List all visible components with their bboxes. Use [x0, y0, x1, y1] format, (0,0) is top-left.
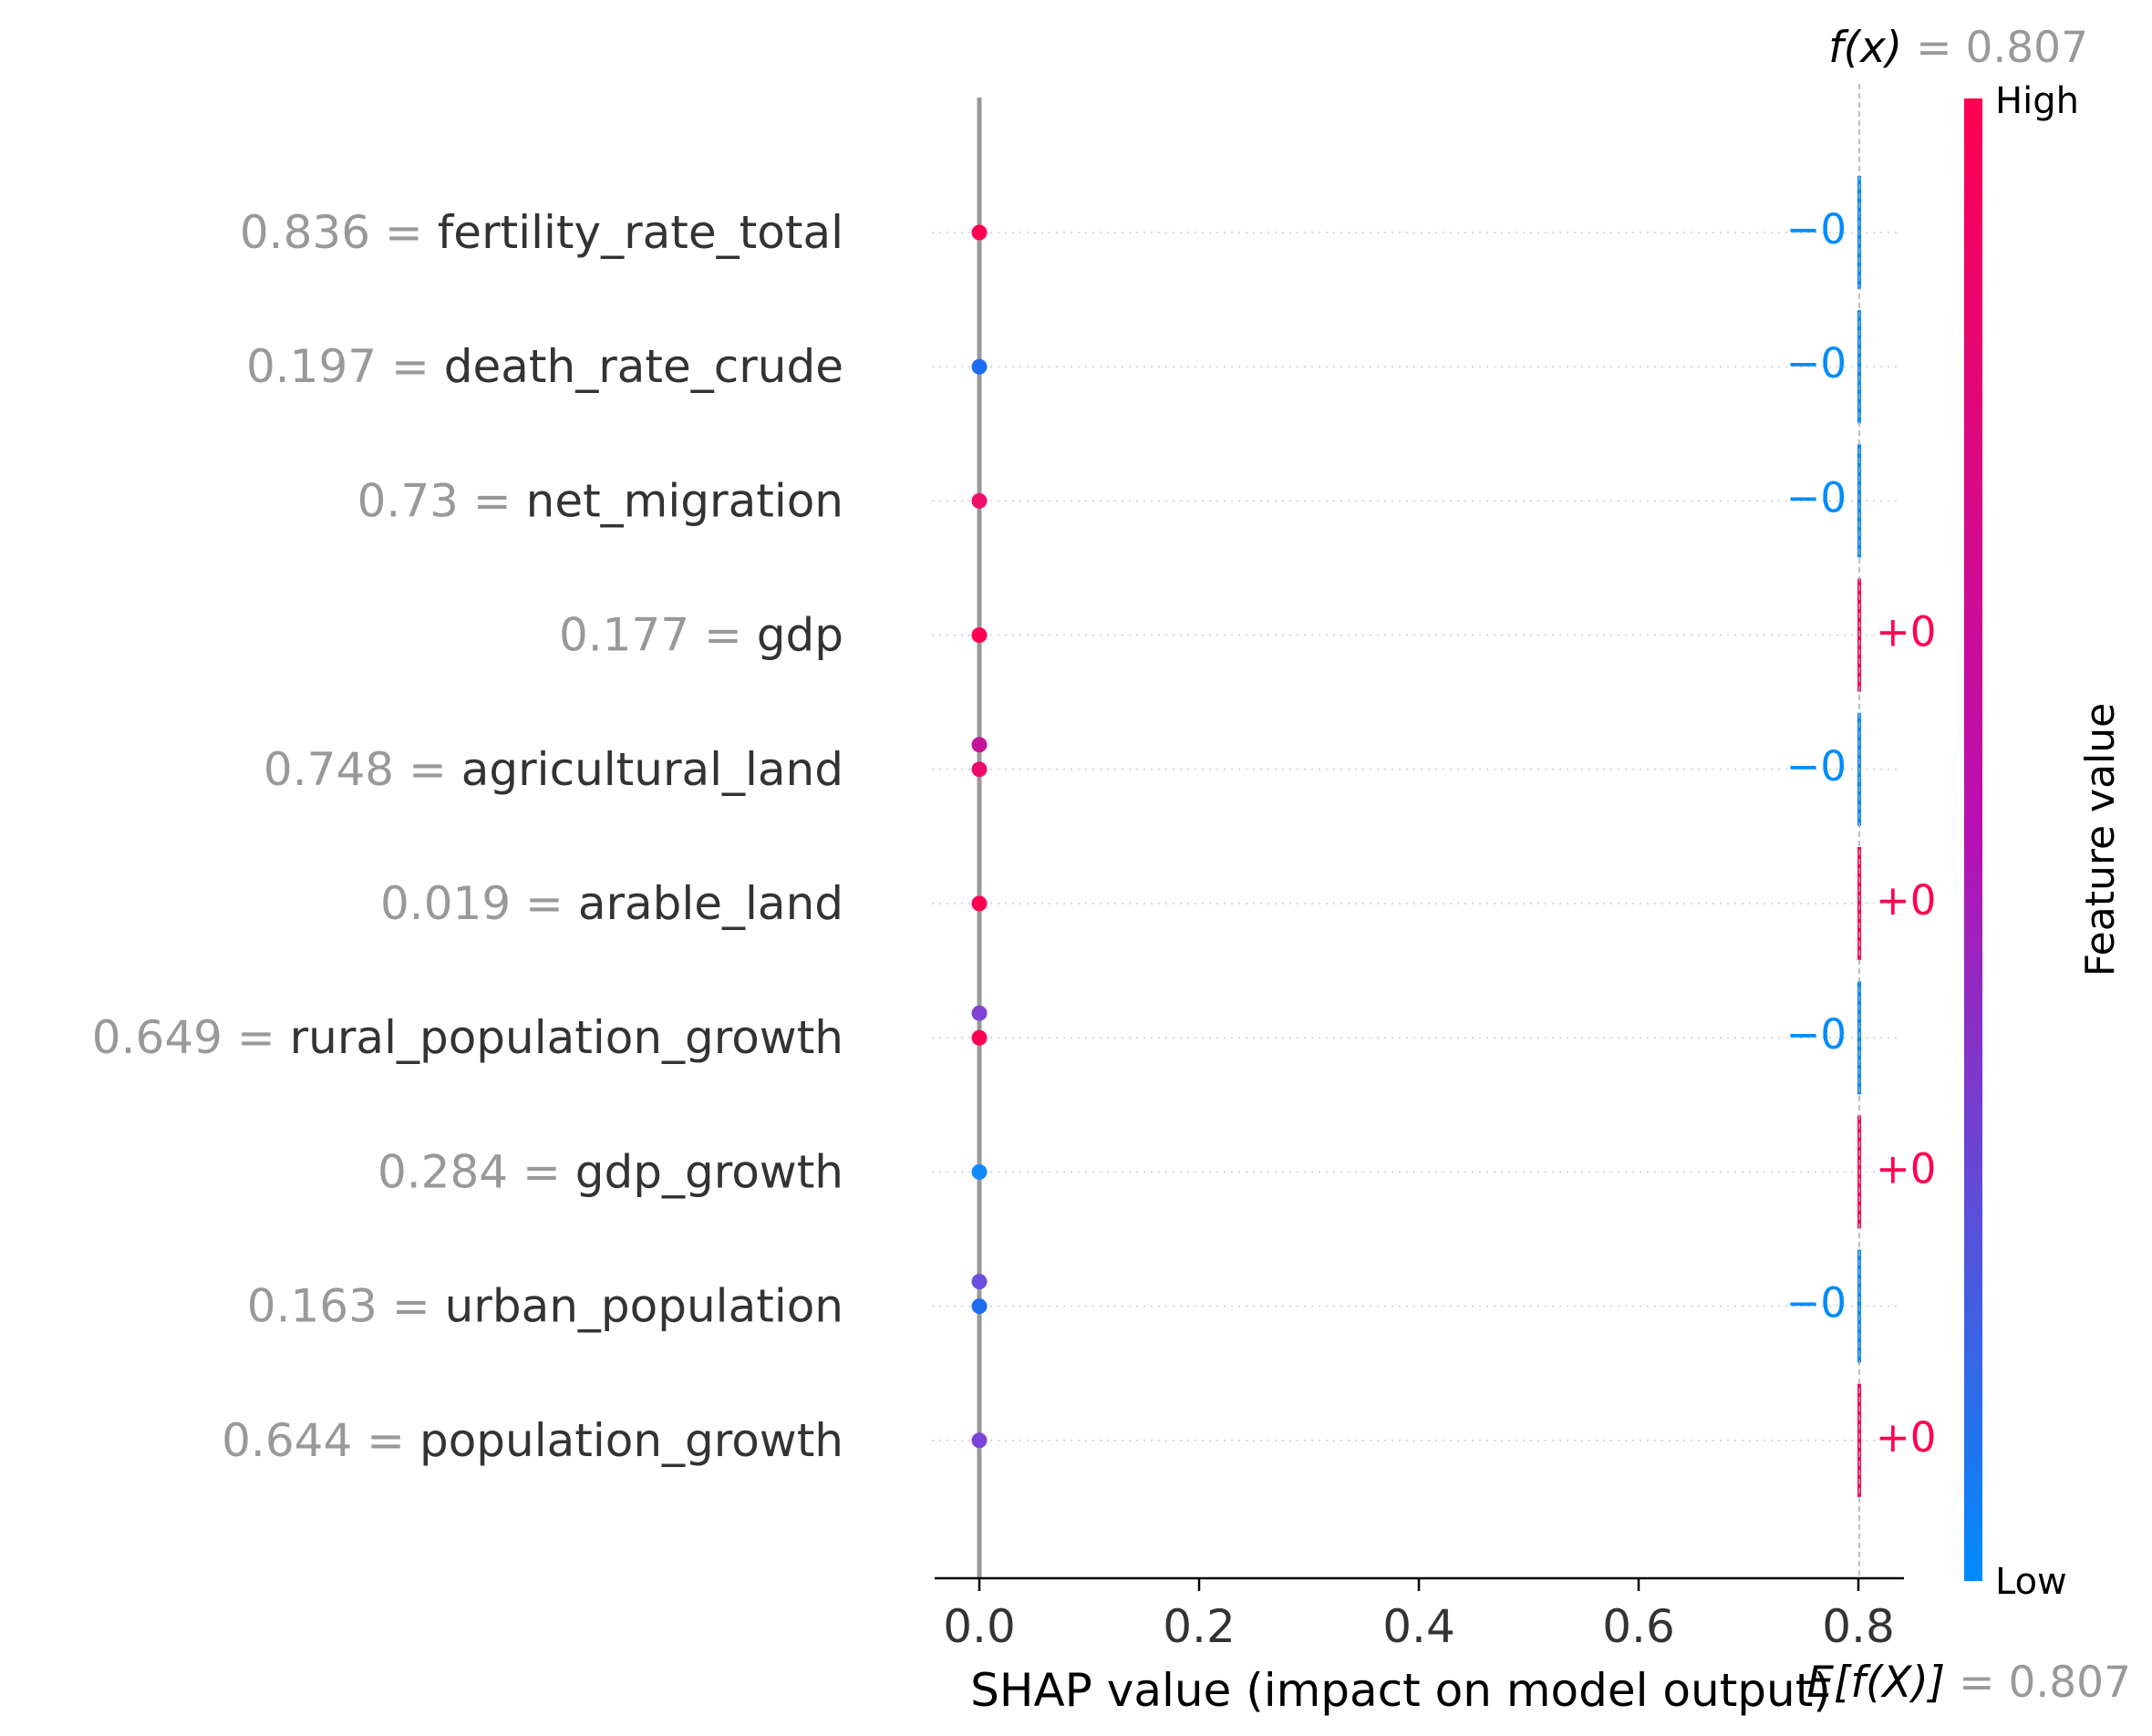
contribution-label: −0 [1786, 205, 1847, 253]
feature-value: 0.163 = [247, 1280, 445, 1333]
feature-value: 0.197 = [246, 340, 444, 393]
feature-label: 0.644 = population_growth [222, 1414, 843, 1467]
feature-name: urban_population [445, 1280, 843, 1333]
x-tick-label: 0.6 [1602, 1600, 1675, 1653]
feature-labels: 0.836 = fertility_rate_total 0.197 = deat… [92, 206, 843, 1467]
feature-label: 0.197 = death_rate_crude [246, 340, 843, 393]
colorbar-high-label: High [1995, 80, 2079, 122]
feature-name: net_migration [526, 474, 843, 527]
feature-value: 0.644 = [222, 1414, 419, 1467]
feature-label: 0.748 = agricultural_land [264, 743, 843, 796]
feature-value: 0.177 = [559, 609, 757, 662]
colorbar [1964, 98, 1982, 1581]
feature-name: rural_population_growth [290, 1011, 843, 1064]
data-point [971, 358, 988, 375]
feature-label: 0.284 = gdp_growth [378, 1145, 843, 1198]
feature-name: fertility_rate_total [438, 206, 843, 259]
contribution-label: −0 [1786, 339, 1847, 388]
x-tick-label: 0.2 [1163, 1600, 1236, 1653]
feature-name: arable_land [578, 877, 843, 930]
expected-annotation: E[f(X)] = 0.807 [1806, 1658, 2131, 1708]
feature-label: 0.019 = arable_land [380, 877, 843, 930]
colorbar-title: Feature value [2077, 703, 2124, 976]
feature-label: 0.649 = rural_population_growth [92, 1011, 843, 1064]
x-tick-label: 0.0 [943, 1600, 1016, 1653]
x-tick-label: 0.8 [1822, 1600, 1895, 1653]
feature-name: gdp_growth [575, 1145, 843, 1198]
contribution-label: +0 [1876, 608, 1936, 656]
fx-annotation: f(x) = 0.807 [1828, 23, 2088, 73]
data-point [971, 761, 988, 778]
contribution-label: −0 [1786, 473, 1847, 522]
feature-value: 0.284 = [378, 1145, 575, 1198]
expected-label: E[f(X)] [1806, 1658, 1945, 1708]
x-tick-label: 0.4 [1382, 1600, 1455, 1653]
colorbar-low-label: Low [1995, 1561, 2067, 1603]
contribution-label: +0 [1876, 1413, 1936, 1462]
feature-name: population_growth [419, 1414, 843, 1467]
data-point [971, 224, 988, 241]
contribution-bars: −0 −0 −0 +0 −0 +0 −0 +0 −0 +0 [1786, 176, 1936, 1497]
x-axis-label: SHAP value (impact on model output) [970, 1664, 1831, 1717]
data-point [971, 1432, 988, 1449]
fx-value: 0.807 [1965, 23, 2088, 73]
contribution-label: +0 [1876, 876, 1936, 925]
feature-value: 0.019 = [380, 877, 578, 930]
feature-value: 0.748 = [264, 743, 461, 796]
fx-label: f(x) [1828, 23, 1902, 73]
data-point [971, 1163, 988, 1180]
data-point [971, 1274, 988, 1290]
x-axis-ticks: 0.0 0.2 0.4 0.6 0.8 [943, 1578, 1895, 1653]
feature-label: 0.73 = net_migration [357, 474, 843, 527]
data-point [971, 895, 988, 912]
data-points [971, 224, 988, 1449]
contribution-label: −0 [1786, 1010, 1847, 1059]
feature-value: 0.73 = [357, 474, 526, 527]
feature-label: 0.163 = urban_population [247, 1280, 843, 1333]
data-point [971, 1298, 988, 1315]
contribution-label: +0 [1876, 1144, 1936, 1193]
feature-name: agricultural_land [461, 743, 843, 796]
data-point [971, 1029, 988, 1046]
data-point [971, 492, 988, 509]
feature-label: 0.836 = fertility_rate_total [240, 206, 843, 259]
contribution-label: −0 [1786, 1279, 1847, 1328]
feature-name: gdp [757, 609, 843, 662]
gridlines [932, 232, 1901, 1442]
data-point [971, 737, 988, 753]
contribution-label: −0 [1786, 742, 1847, 790]
feature-value: 0.649 = [92, 1011, 290, 1064]
feature-name: death_rate_crude [444, 340, 843, 393]
data-point [971, 1005, 988, 1021]
feature-value: 0.836 = [240, 206, 438, 259]
expected-value: 0.807 [2008, 1658, 2131, 1708]
data-point [971, 627, 988, 644]
feature-label: 0.177 = gdp [559, 609, 843, 662]
